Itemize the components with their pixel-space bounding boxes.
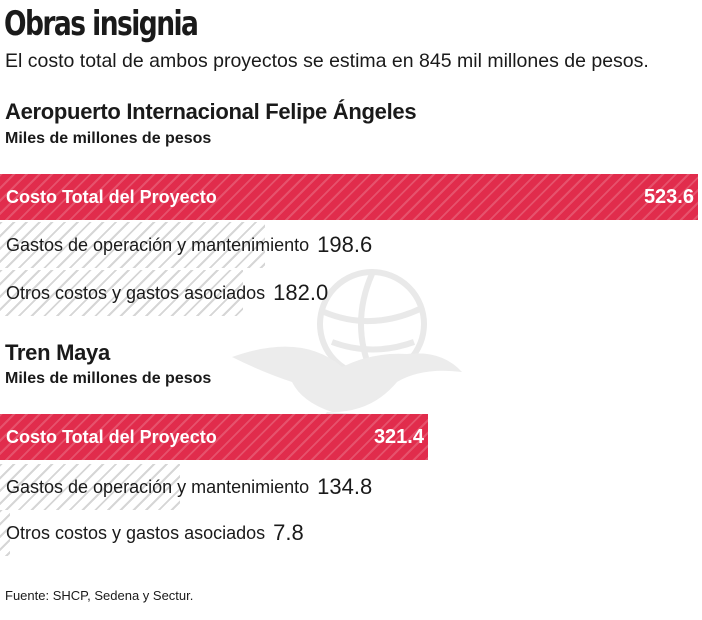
row-tren-operacion: Gastos de operación y mantenimiento 134.…	[0, 464, 372, 510]
chart-subtitle: El costo total de ambos proyectos se est…	[5, 50, 649, 72]
section-unit-aifa: Miles de millones de pesos	[5, 130, 212, 147]
row-tren-otros: Otros costos y gastos asociados 7.8	[0, 510, 304, 556]
section-title-tren-maya: Tren Maya	[5, 340, 110, 365]
bar-label-aifa-otros: Otros costos y gastos asociados	[6, 282, 266, 303]
bar-label-tren-operacion: Gastos de operación y mantenimiento	[6, 476, 310, 497]
row-aifa-operacion: Gastos de operación y mantenimiento 198.…	[0, 222, 372, 268]
bar-aifa-otros	[0, 270, 243, 316]
bar-aifa-operacion	[0, 222, 265, 268]
bar-tren-otros	[0, 510, 10, 556]
bar-label-tren-total: Costo Total del Proyecto	[6, 426, 217, 447]
value-label-tren-total: 321.4	[373, 425, 424, 448]
bar-tren-total: Costo Total del Proyecto 321.4	[0, 414, 428, 460]
chart-title: Obras insignia	[4, 4, 199, 44]
source-note: Fuente: SHCP, Sedena y Sectur.	[5, 588, 194, 603]
bar-label-tren-otros: Otros costos y gastos asociados	[6, 522, 266, 543]
section-unit-tren-maya: Miles de millones de pesos	[5, 370, 212, 387]
section-title-aifa: Aeropuerto Internacional Felipe Ángeles	[5, 99, 417, 124]
value-label-aifa-otros: 182.0	[273, 280, 329, 305]
value-label-aifa-total: 523.6	[643, 185, 694, 208]
bar-label-aifa-operacion: Gastos de operación y mantenimiento	[6, 234, 310, 255]
value-label-aifa-operacion: 198.6	[317, 232, 373, 257]
value-label-tren-otros: 7.8	[273, 520, 304, 545]
row-aifa-otros: Otros costos y gastos asociados 182.0	[0, 270, 328, 316]
value-label-tren-operacion: 134.8	[317, 474, 373, 499]
bar-tren-operacion	[0, 464, 180, 510]
bar-label-aifa-total: Costo Total del Proyecto	[6, 186, 217, 207]
bar-aifa-total: Costo Total del Proyecto 523.6	[0, 174, 698, 220]
